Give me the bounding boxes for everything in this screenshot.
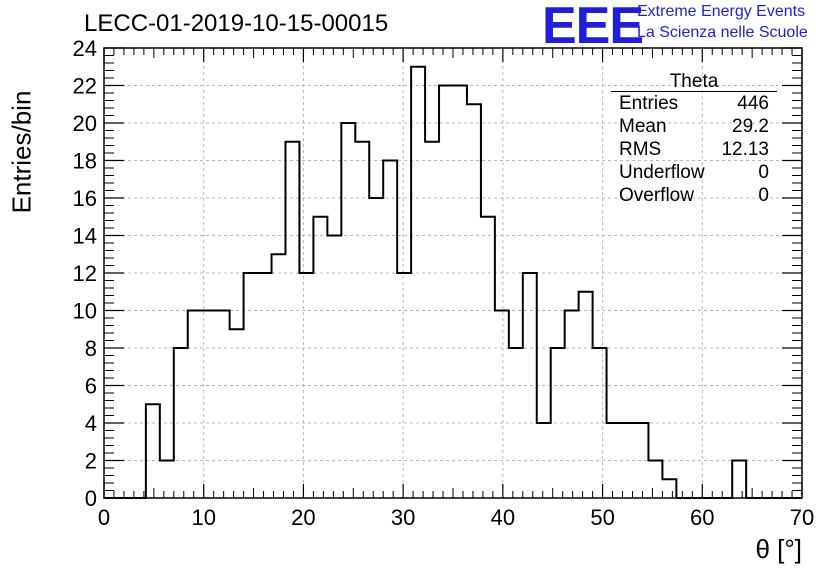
stats-label: Underflow — [619, 162, 705, 183]
histogram-bin — [299, 273, 313, 498]
histogram-bin — [425, 142, 439, 498]
stats-row-mean: Mean 29.2 — [611, 115, 777, 138]
logo-line-2: La Scienza nelle Scuole — [637, 24, 808, 41]
y-tick-label: 8 — [85, 336, 97, 361]
histogram-bin — [272, 254, 286, 498]
stats-label: Overflow — [619, 185, 694, 206]
eee-logo: EEE — [542, 0, 644, 55]
histogram-series — [104, 65, 802, 499]
histogram-bin — [327, 236, 341, 499]
x-tick-label: 70 — [790, 505, 814, 530]
histogram-bin — [313, 217, 327, 498]
histogram-bin — [565, 311, 579, 499]
y-tick-label: 24 — [73, 36, 97, 61]
x-tick-labels: 0 10 20 30 40 50 60 70 — [98, 505, 814, 530]
stats-value: 29.2 — [732, 116, 769, 137]
histogram-bin — [439, 86, 453, 499]
histogram-bin — [495, 311, 509, 499]
x-tick-label: 50 — [590, 505, 614, 530]
histogram-bin — [216, 311, 230, 499]
histogram-bin — [341, 123, 355, 498]
y-tick-label: 16 — [73, 186, 97, 211]
histogram-bin — [355, 142, 369, 498]
histogram-bin — [174, 348, 188, 498]
histogram-bin — [230, 329, 244, 498]
histogram-bin — [662, 479, 676, 498]
x-tick-label: 20 — [291, 505, 315, 530]
axis-ticks — [103, 47, 803, 499]
stats-label: RMS — [619, 139, 662, 160]
stats-value: 446 — [737, 93, 769, 114]
logo-line-1: Extreme Energy Events — [637, 3, 806, 20]
histogram-bin — [160, 461, 174, 499]
stats-label: Mean — [619, 116, 667, 137]
y-tick-label: 10 — [73, 299, 97, 324]
y-tick-label: 6 — [85, 374, 97, 399]
stats-row-entries: Entries 446 — [611, 92, 777, 115]
x-tick-label: 0 — [98, 505, 110, 530]
y-tick-label: 4 — [85, 411, 97, 436]
y-tick-label: 0 — [85, 486, 97, 511]
histogram-bin — [732, 461, 746, 499]
histogram-bin — [258, 273, 272, 498]
y-axis-label: Entries/bin — [6, 90, 37, 214]
stats-value: 12.13 — [721, 139, 769, 160]
stats-title: Theta — [611, 72, 777, 92]
stats-row-overflow: Overflow 0 — [611, 184, 777, 207]
x-tick-label: 30 — [391, 505, 415, 530]
stats-value: 0 — [758, 185, 769, 206]
stats-value: 0 — [758, 162, 769, 183]
y-axis-label-box: Entries/bin — [2, 91, 42, 214]
stats-box: Theta Entries 446 Mean 29.2 RMS 12.13 Under… — [611, 72, 777, 207]
histogram-bin — [467, 104, 481, 498]
y-tick-label: 22 — [73, 74, 97, 99]
histogram-bin — [481, 217, 495, 498]
stats-row-rms: RMS 12.13 — [611, 138, 777, 161]
y-tick-label: 18 — [73, 149, 97, 174]
histogram-bin — [453, 86, 467, 499]
y-tick-label: 20 — [73, 111, 97, 136]
y-tick-label: 12 — [73, 261, 97, 286]
histogram-bin — [411, 67, 425, 498]
histogram-bin — [188, 311, 202, 499]
y-tick-label: 2 — [85, 449, 97, 474]
histogram-bin — [579, 292, 593, 498]
histogram-bin — [146, 404, 160, 498]
x-tick-label: 10 — [191, 505, 215, 530]
y-tick-label: 14 — [73, 224, 97, 249]
x-tick-label: 60 — [690, 505, 714, 530]
histogram-bin — [648, 461, 662, 499]
stats-row-underflow: Underflow 0 — [611, 161, 777, 184]
histogram-bin — [285, 142, 299, 498]
x-tick-label: 40 — [491, 505, 515, 530]
stats-label: Entries — [619, 93, 679, 114]
chart-title: LECC-01-2019-10-15-00015 — [84, 10, 389, 37]
x-axis-label: θ [°] — [755, 534, 802, 564]
histogram-bin — [383, 161, 397, 499]
